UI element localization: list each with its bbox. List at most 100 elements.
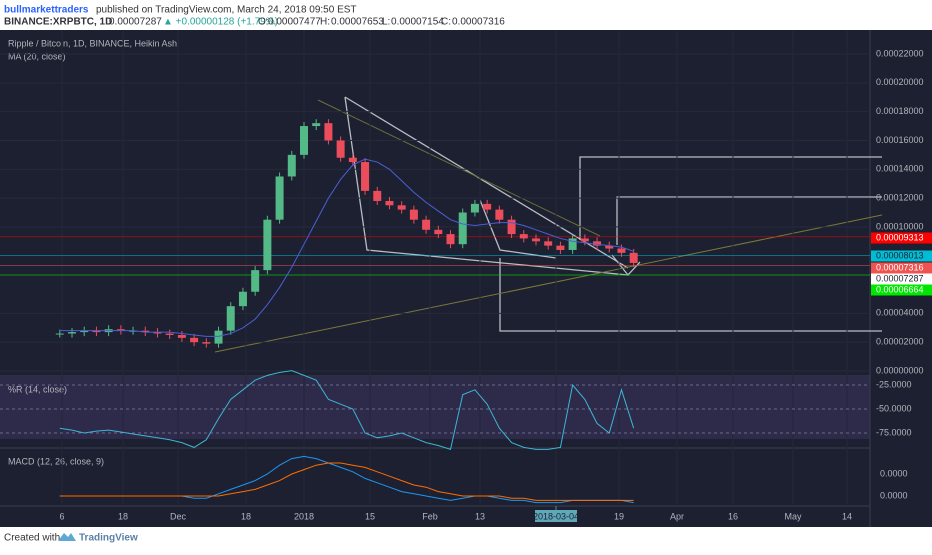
- x-tick-label: 14: [842, 511, 852, 521]
- price-tag: [871, 273, 932, 285]
- y-tick-label: 0.00016000: [876, 135, 924, 145]
- price-tag-label: 0.00007316: [876, 262, 924, 272]
- candle: [251, 270, 260, 292]
- o: 0.00007477: [268, 17, 321, 28]
- wr-title: %R (14, close): [8, 384, 67, 394]
- price-tag-label: 0.00006664: [876, 284, 924, 294]
- candle: [300, 126, 308, 155]
- candle: [348, 157, 357, 163]
- candle: [80, 330, 89, 333]
- candle: [446, 234, 455, 245]
- wr-band: [0, 377, 870, 439]
- y-tick-label: 0.00022000: [876, 48, 924, 58]
- candle: [556, 245, 565, 250]
- h-label: H:: [320, 17, 330, 28]
- candle: [397, 205, 406, 210]
- x-tick-label: Apr: [670, 511, 684, 521]
- candle: [55, 333, 64, 335]
- x-tick-label: 6: [59, 511, 64, 521]
- price-tag-label: 0.00007287: [876, 273, 924, 283]
- trend-line: [317, 99, 601, 237]
- y-tick-label: 0.00014000: [876, 164, 924, 174]
- macd-title: MACD (12, 26, close, 9): [8, 456, 104, 466]
- candle: [141, 330, 150, 333]
- h: 0.00007653: [331, 17, 384, 28]
- candle: [275, 176, 284, 220]
- drawings: [344, 96, 882, 332]
- l-label: L:: [382, 17, 390, 28]
- x-tick-label: 16: [728, 511, 738, 521]
- candle: [92, 330, 101, 333]
- y-tick-label: 0.00004000: [876, 308, 924, 318]
- candle: [263, 219, 272, 271]
- candle: [605, 245, 614, 249]
- x-tick-label: 2018: [294, 511, 314, 521]
- x-tick-label: Feb: [422, 511, 438, 521]
- candle: [458, 212, 467, 245]
- macd-tick-label: 0.0000: [880, 490, 908, 500]
- candle: [422, 219, 431, 230]
- candle: [483, 203, 492, 210]
- tv-logo: [58, 533, 76, 541]
- chart-bg: [0, 30, 932, 527]
- candle: [580, 238, 589, 242]
- candle: [202, 342, 211, 344]
- wr-line: [59, 370, 635, 450]
- candle: [238, 291, 247, 307]
- price-tag: [871, 262, 932, 274]
- c-label: C:: [441, 17, 451, 28]
- candle: [226, 306, 235, 331]
- x-tick-label: 18: [118, 511, 128, 521]
- y-tick-label: 0.00010000: [876, 221, 924, 231]
- candle: [568, 238, 577, 250]
- published: published on TradingView.com, March 24, …: [96, 5, 357, 16]
- last: 0.00007287: [109, 17, 162, 28]
- x-tick-label: 19: [614, 511, 624, 521]
- x-tick-label: 13: [475, 511, 485, 521]
- candle: [165, 333, 174, 335]
- y-tick-label: 0.00002000: [876, 337, 924, 347]
- trend-line: [214, 214, 883, 353]
- candle: [617, 248, 626, 253]
- o-label: O:: [258, 17, 269, 28]
- candle: [495, 209, 504, 220]
- candle: [434, 229, 443, 235]
- candle: [177, 334, 186, 338]
- candle: [361, 162, 370, 191]
- candle: [544, 241, 553, 246]
- x-tick-label: 15: [365, 511, 375, 521]
- y-tick-label: 0.00000000: [876, 365, 924, 375]
- candle: [153, 332, 162, 334]
- ma-title: MA (20, close): [8, 51, 66, 61]
- change: ▲ +0.00000128 (+1.79%): [163, 17, 278, 28]
- footer-bg: [0, 527, 932, 550]
- candle: [287, 154, 296, 177]
- author[interactable]: bullmarkettraders: [4, 5, 89, 16]
- candle: [214, 330, 223, 344]
- x-tick-label: May: [784, 511, 802, 521]
- macd-tick-label: 0.0000: [880, 468, 908, 478]
- created: Created with: [4, 533, 60, 544]
- price-tag-label: 0.00008013: [876, 250, 924, 260]
- price-tag: [871, 250, 932, 262]
- candle: [116, 329, 125, 331]
- candle: [373, 190, 382, 201]
- y-tick-label: 0.00018000: [876, 106, 924, 116]
- x-tag: [535, 510, 577, 522]
- candle: [629, 252, 638, 263]
- price-tag: [871, 284, 932, 296]
- candle: [470, 203, 479, 213]
- y-tick-label: 0.00020000: [876, 77, 924, 87]
- main-title: Ripple / Bitcoin, 1D, BINANCE, Heikin As…: [8, 38, 179, 48]
- x-tick-label: Dec: [170, 511, 187, 521]
- candle: [336, 140, 345, 158]
- candle: [531, 238, 540, 242]
- candle: [593, 241, 602, 246]
- candle: [190, 337, 199, 343]
- brand[interactable]: TradingView: [79, 533, 138, 544]
- wr-tick-label: -50.0000: [876, 403, 912, 413]
- wr-tick-label: -25.0000: [876, 379, 912, 389]
- candle: [507, 219, 516, 235]
- y-tick-label: 0.00012000: [876, 192, 924, 202]
